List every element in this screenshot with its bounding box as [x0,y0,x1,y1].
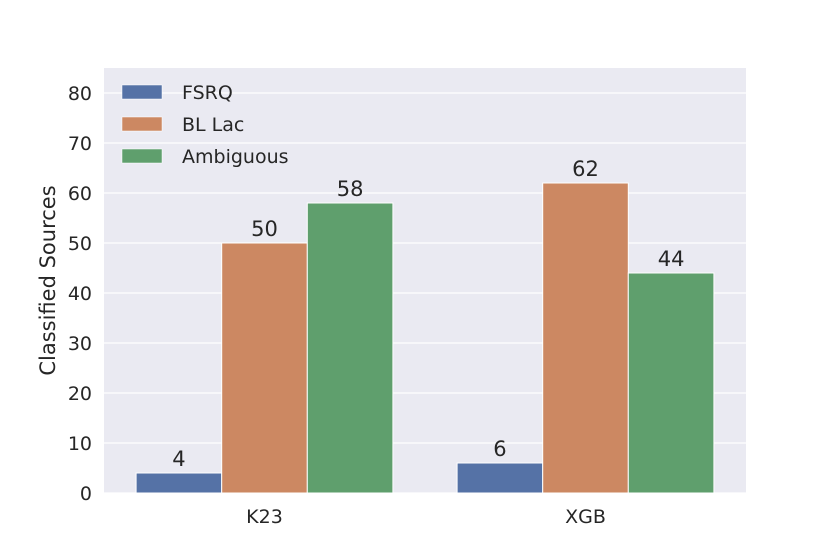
data-label: 58 [337,177,364,201]
bar-bl-lac-xgb [542,182,629,494]
x-tick-label: XGB [565,506,606,528]
legend-swatch-bl-lac [121,116,163,132]
y-tick-label: 60 [68,183,92,205]
data-label: 44 [658,247,685,271]
y-tick-label: 0 [80,483,92,505]
data-label: 50 [251,217,278,241]
legend: FSRQ BL Lac Ambiguous [121,82,289,168]
bar-fsrq-xgb [456,462,544,494]
y-tick-label: 70 [68,133,92,155]
bar-ambiguous-k23 [306,202,394,494]
data-label: 4 [172,447,185,471]
legend-label: FSRQ [182,82,233,104]
x-axis-ticks: K23 XGB [246,506,606,528]
y-tick-label: 30 [68,333,92,355]
y-tick-label: 20 [68,383,92,405]
y-tick-label: 80 [68,83,92,105]
data-label: 6 [493,437,506,461]
data-label: 62 [572,157,599,181]
y-axis-label: Classified Sources [36,185,60,375]
y-tick-label: 10 [68,433,92,455]
y-axis-ticks: 0 10 20 30 40 50 60 70 80 [68,83,92,505]
bar-bl-lac-k23 [221,242,308,494]
bar-fsrq-k23 [135,472,223,494]
legend-swatch-fsrq [121,84,163,100]
x-tick-label: K23 [246,506,283,528]
legend-swatch-ambiguous [121,148,163,164]
legend-label: Ambiguous [182,146,289,168]
bar-ambiguous-xgb [627,272,715,494]
data-labels: 4 6 50 62 58 44 [172,157,684,471]
y-tick-label: 50 [68,233,92,255]
legend-label: BL Lac [182,114,244,136]
bars [135,182,715,494]
y-tick-label: 40 [68,283,92,305]
